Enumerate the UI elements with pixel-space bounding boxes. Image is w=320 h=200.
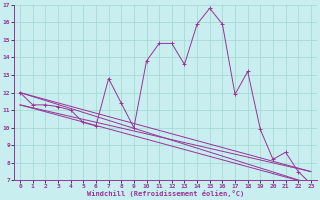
X-axis label: Windchill (Refroidissement éolien,°C): Windchill (Refroidissement éolien,°C) [87, 190, 244, 197]
